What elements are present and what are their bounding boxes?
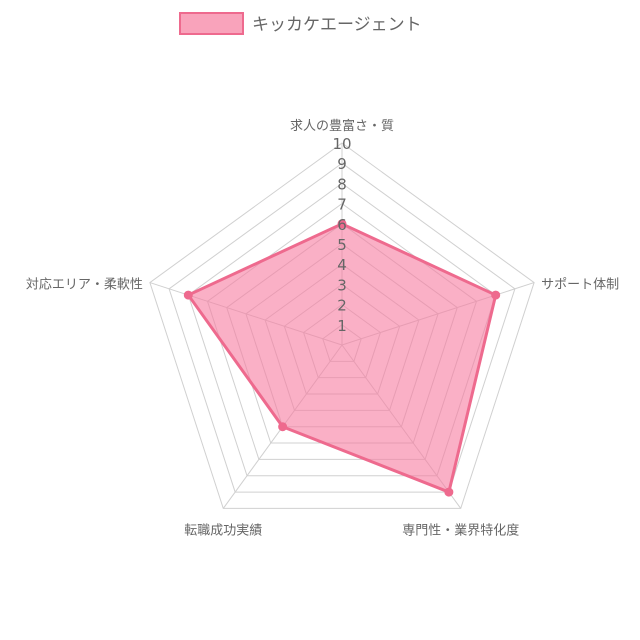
axis-label-0: 求人の豊富さ・質 xyxy=(290,118,394,134)
tick-label-4: 4 xyxy=(337,256,347,274)
data-point-2[interactable] xyxy=(444,487,454,497)
grid-ring-8 xyxy=(187,182,497,477)
axis-label-2: 専門性・業界特化度 xyxy=(402,522,519,538)
radial-tick-labels: 1 2 3 4 5 6 7 8 9 10 xyxy=(332,135,351,335)
tick-label-3: 3 xyxy=(337,276,347,294)
tick-label-1: 1 xyxy=(337,317,347,335)
legend: キッカケエージェント xyxy=(179,12,422,35)
data-point-0[interactable] xyxy=(337,219,347,229)
data-point-1[interactable] xyxy=(491,290,501,300)
grid-ring-10 xyxy=(149,142,535,509)
tick-label-10: 10 xyxy=(332,135,351,153)
axis-label-3: 転職成功実績 xyxy=(184,522,262,538)
series-area-0 xyxy=(186,222,498,494)
data-point-4[interactable] xyxy=(183,290,193,300)
tick-label-9: 9 xyxy=(337,155,347,173)
tick-label-2: 2 xyxy=(337,297,347,315)
axis-label-4: 対応エリア・柔軟性 xyxy=(26,277,143,293)
tick-label-6: 6 xyxy=(337,216,347,234)
tick-label-7: 7 xyxy=(337,196,347,214)
legend-label[interactable]: キッカケエージェント xyxy=(252,15,422,35)
grid-ring-9 xyxy=(168,162,516,493)
series-layer xyxy=(183,219,501,497)
tick-label-8: 8 xyxy=(337,175,347,193)
axis-label-1: サポート体制 xyxy=(541,278,619,293)
legend-swatch[interactable] xyxy=(179,12,244,35)
data-point-3[interactable] xyxy=(278,422,288,432)
tick-label-5: 5 xyxy=(337,236,347,254)
